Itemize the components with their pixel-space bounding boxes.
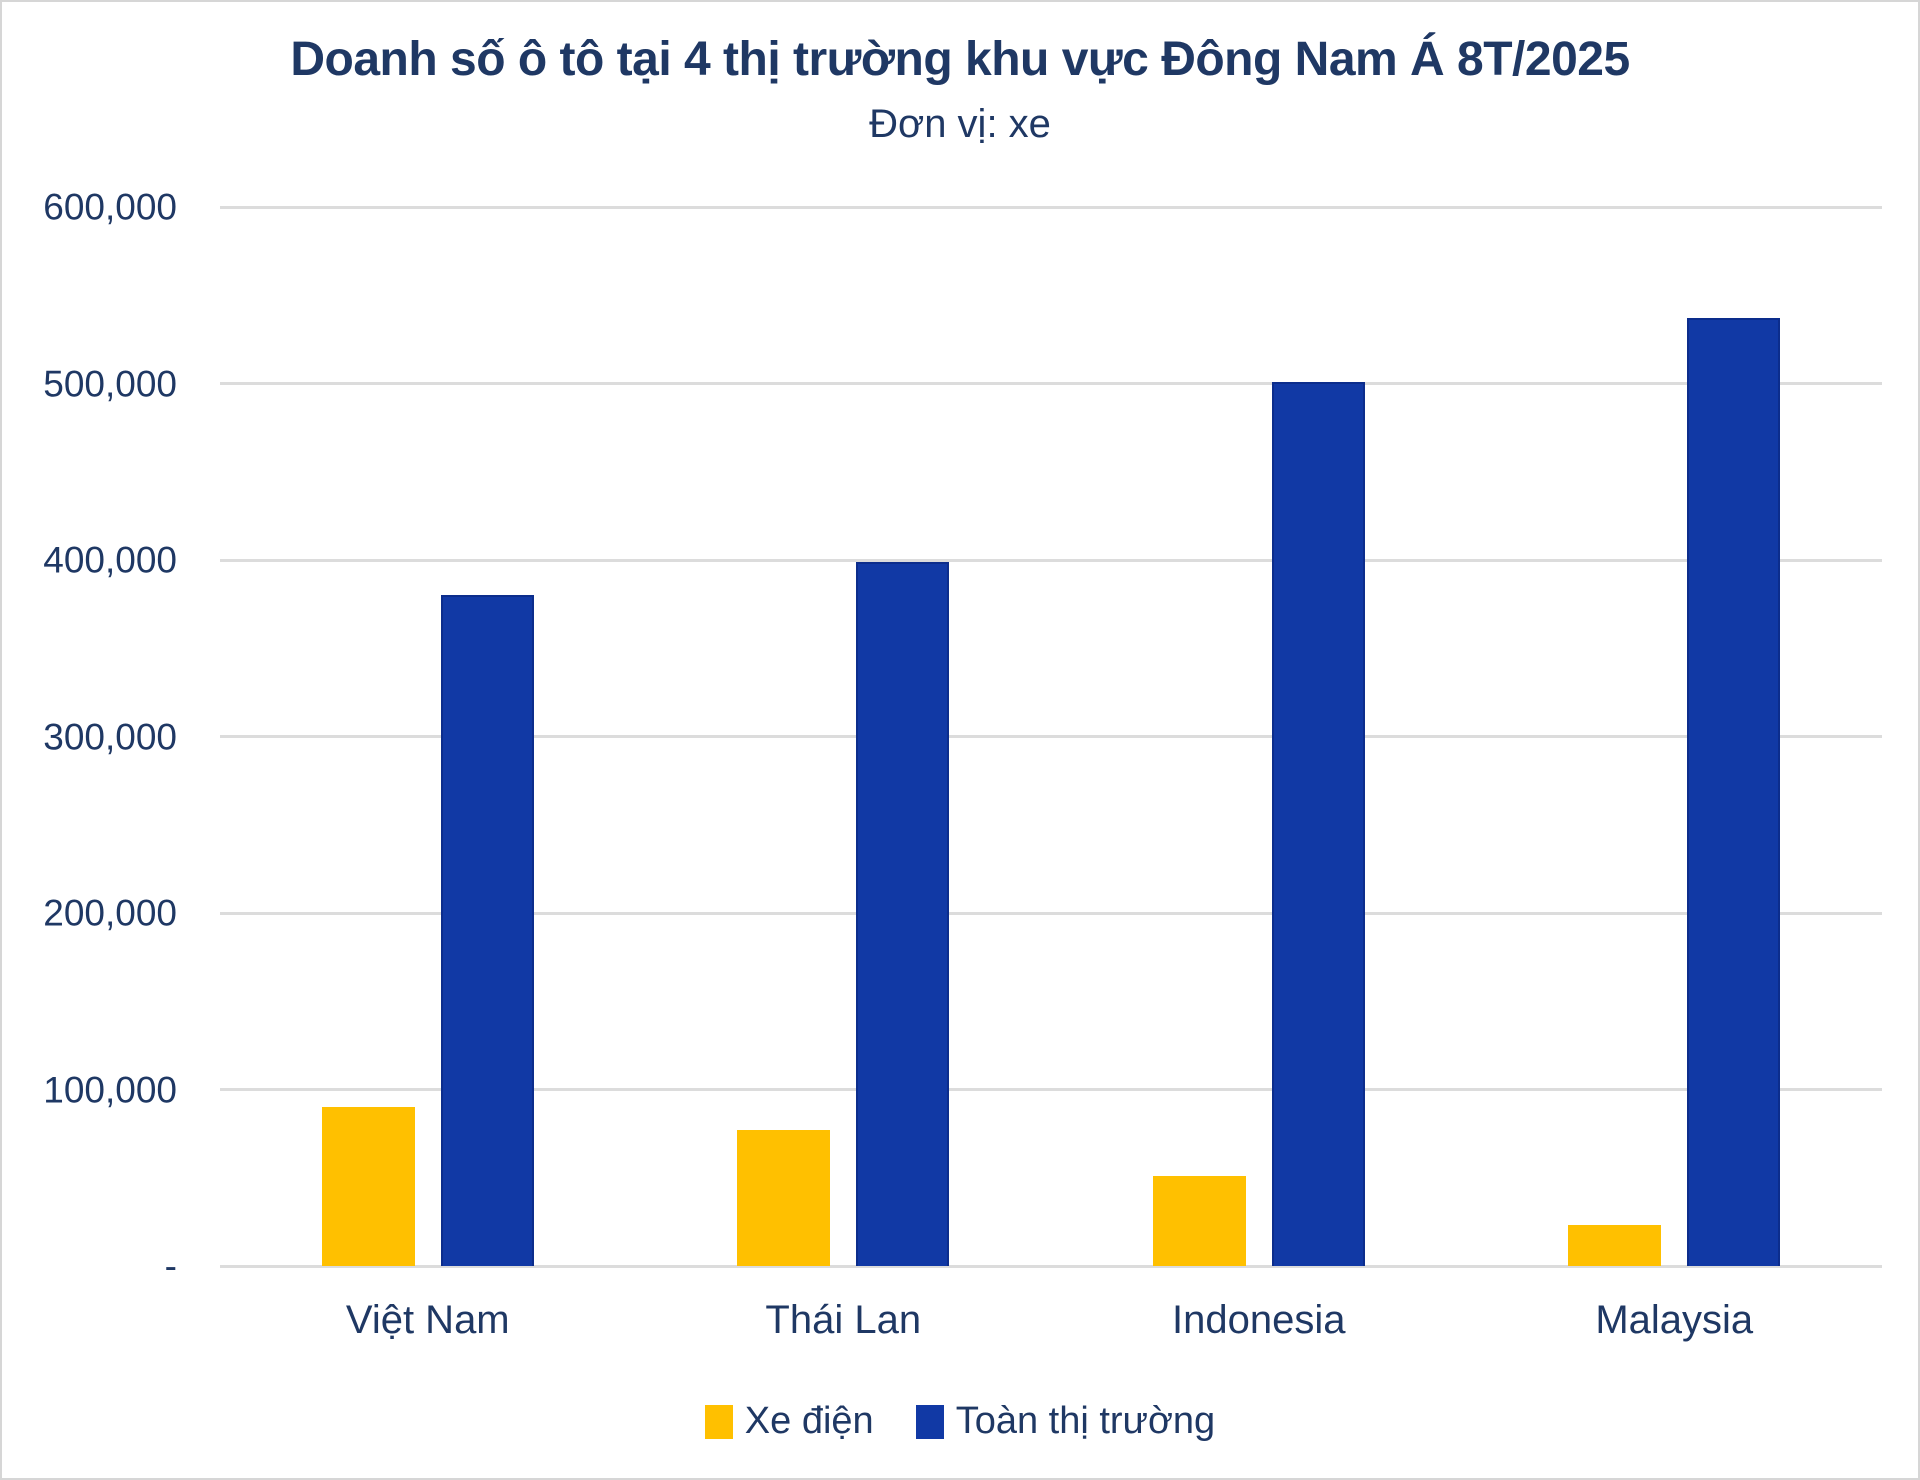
y-tick-label-100-000: 100,000 — [43, 1069, 177, 1110]
legend-item-toan-thi-truong: Toàn thị trường — [915, 1400, 1216, 1443]
gridline-500-000 — [220, 382, 1882, 385]
gridline-300-000 — [220, 735, 1882, 738]
gridline-600-000 — [220, 205, 1882, 209]
y-tick-label-400-000: 400,000 — [43, 539, 177, 581]
y-tick-label-600-000: 600,000 — [43, 186, 177, 228]
x-tick-label-viet-nam: Việt Nam — [345, 1298, 510, 1342]
bar-toan-thi-truong-indonesia — [1271, 381, 1365, 1266]
bar-xe-dien-indonesia — [1152, 1176, 1246, 1266]
y-tick-label-300-000: 300,000 — [43, 716, 177, 757]
bar-toan-thi-truong-viet-nam — [440, 595, 534, 1266]
bar-groups — [220, 207, 1882, 1266]
bar-toan-thi-truong-malaysia — [1687, 318, 1781, 1266]
x-axis-labels: Việt Nam Thái Lan Indonesia Malaysia — [220, 1298, 1882, 1343]
bar-xe-dien-malaysia — [1568, 1225, 1662, 1266]
bar-xe-dien-thai-lan — [737, 1130, 831, 1266]
chart-subtitle: Đơn vị: xe — [869, 102, 1051, 146]
chart-title: Doanh số ô tô tại 4 thị trường khu vực Đ… — [290, 33, 1630, 86]
y-tick-label-200-000: 200,000 — [43, 892, 177, 934]
legend-label-toan-thi-truong: Toàn thị trường — [955, 1400, 1216, 1442]
x-tick-label-malaysia: Malaysia — [1595, 1298, 1754, 1342]
gridline-200-000 — [220, 911, 1882, 915]
legend-label-xe-dien: Xe điện — [744, 1400, 874, 1442]
x-tick-label-indonesia: Indonesia — [1172, 1298, 1346, 1342]
gridline-100-000 — [220, 1088, 1882, 1092]
bar-xe-dien-viet-nam — [321, 1107, 415, 1266]
bar-group-thai-lan — [636, 207, 1052, 1266]
legend: Xe điện Toàn thị trường — [2, 1400, 1918, 1443]
bar-group-viet-nam — [220, 207, 636, 1266]
legend-swatch-icon-toan-thi-truong — [915, 1404, 944, 1439]
y-tick-label-500-000: 500,000 — [43, 363, 177, 404]
bar-group-malaysia — [1467, 207, 1883, 1266]
legend-item-xe-dien: Xe điện — [704, 1400, 874, 1443]
legend-swatch-icon-xe-dien — [704, 1404, 733, 1439]
x-tick-label-thai-lan: Thái Lan — [765, 1298, 922, 1342]
bar-group-indonesia — [1051, 207, 1467, 1266]
y-tick-label-: - — [164, 1245, 177, 1287]
y-axis-labels: - 100,000 200,000 300,000 400,000 500,000 600,… — [2, 189, 177, 1285]
gridline- — [220, 1264, 1882, 1268]
plot-area — [220, 205, 1882, 1268]
gridline-400-000 — [220, 558, 1882, 562]
bar-toan-thi-truong-thai-lan — [856, 561, 950, 1266]
